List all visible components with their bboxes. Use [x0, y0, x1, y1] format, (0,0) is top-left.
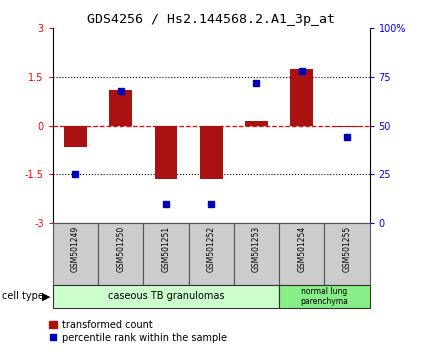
Bar	[189, 223, 234, 285]
Text: cell type: cell type	[2, 291, 44, 302]
Bar	[336, 126, 358, 127]
Bar	[110, 90, 132, 126]
Bar	[290, 69, 313, 126]
Bar	[234, 223, 279, 285]
Bar	[279, 285, 370, 308]
Text: normal lung
parenchyma: normal lung parenchyma	[301, 287, 348, 306]
Text: ▶: ▶	[42, 291, 50, 302]
Bar	[279, 223, 324, 285]
Bar	[154, 126, 177, 179]
Text: GSM501255: GSM501255	[342, 226, 352, 272]
Legend: transformed count, percentile rank within the sample: transformed count, percentile rank withi…	[49, 320, 227, 343]
Text: GSM501249: GSM501249	[71, 226, 80, 272]
Bar	[245, 121, 268, 126]
Text: GSM501253: GSM501253	[252, 226, 261, 272]
Text: GSM501251: GSM501251	[161, 226, 170, 272]
Bar	[324, 223, 370, 285]
Bar	[143, 223, 189, 285]
Title: GDS4256 / Hs2.144568.2.A1_3p_at: GDS4256 / Hs2.144568.2.A1_3p_at	[87, 13, 335, 26]
Bar	[64, 126, 87, 147]
Text: GSM501254: GSM501254	[297, 226, 306, 272]
Bar	[53, 285, 279, 308]
Bar	[200, 126, 223, 179]
Text: GSM501250: GSM501250	[116, 226, 125, 272]
Text: caseous TB granulomas: caseous TB granulomas	[108, 291, 224, 302]
Text: GSM501252: GSM501252	[207, 226, 216, 272]
Bar	[98, 223, 143, 285]
Bar	[53, 223, 98, 285]
